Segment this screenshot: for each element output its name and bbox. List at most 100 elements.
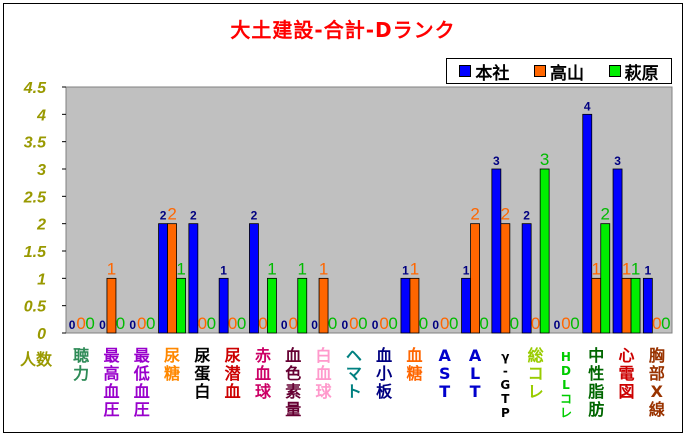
- y-tick-label: 1: [37, 271, 46, 288]
- data-label-0-19: 1: [645, 263, 652, 277]
- data-label-1-14: 2: [501, 205, 510, 224]
- bar-0-15: [521, 223, 532, 334]
- data-label-1-6: 0: [258, 314, 267, 333]
- legend: 本社 高山 萩原: [446, 58, 672, 84]
- x-tick-label-19-char-3: 線: [649, 400, 665, 419]
- data-label-2-16: 0: [570, 314, 579, 333]
- x-tick-label-4-char-1: 蛋: [194, 364, 210, 383]
- data-label-0-12: 0: [432, 318, 439, 332]
- x-tick-label-14-char-3: T: [501, 392, 510, 406]
- data-label-1-3: 2: [167, 205, 176, 224]
- x-tick-label-11-char-0: 血: [406, 346, 422, 365]
- legend-label-takayama: 高山: [549, 63, 584, 84]
- bar-1-14: [500, 223, 511, 334]
- x-tick-label-13-char-2: T: [470, 382, 481, 401]
- data-label-0-4: 2: [190, 209, 197, 223]
- x-tick-label-18-char-0: 心: [619, 346, 635, 365]
- y-tick-label: 2.5: [23, 189, 47, 206]
- data-label-2-1: 0: [116, 314, 125, 333]
- plot-background: [65, 86, 673, 334]
- data-label-1-1: 1: [107, 259, 116, 278]
- bar-2-6: [267, 277, 277, 334]
- x-tick-label-19-char-1: 部: [649, 364, 665, 383]
- y-tick-label: 4.5: [23, 80, 47, 97]
- data-label-1-2: 0: [137, 314, 146, 333]
- data-label-0-15: 2: [523, 209, 530, 223]
- data-label-2-15: 3: [540, 150, 549, 169]
- data-label-1-9: 0: [349, 314, 358, 333]
- data-label-2-5: 0: [237, 314, 246, 333]
- data-label-2-2: 0: [146, 314, 155, 333]
- data-label-0-11: 1: [402, 263, 409, 277]
- data-label-1-15: 0: [531, 314, 540, 333]
- data-label-0-1: 0: [99, 318, 106, 332]
- data-label-1-16: 0: [561, 314, 570, 333]
- data-label-0-17: 4: [584, 99, 591, 113]
- x-tick-label-0-char-1: 力: [73, 364, 89, 383]
- data-label-1-7: 0: [289, 314, 298, 333]
- data-label-2-9: 0: [358, 314, 367, 333]
- y-tick-label: 0.5: [24, 299, 47, 316]
- x-tick-label-19-char-2: X: [651, 382, 664, 401]
- x-tick-label-5-char-0: 尿: [225, 346, 241, 365]
- data-label-1-8: 1: [319, 259, 328, 278]
- bar-2-15: [539, 168, 550, 334]
- x-tick-label-2-char-1: 低: [133, 364, 150, 383]
- data-label-1-11: 1: [410, 259, 419, 278]
- data-label-2-4: 0: [207, 314, 216, 333]
- data-label-0-16: 0: [554, 318, 561, 332]
- data-label-2-19: 0: [661, 314, 670, 333]
- legend-item-hagiwara: 萩原: [608, 59, 659, 84]
- bar-2-17: [600, 223, 611, 334]
- data-label-0-13: 1: [463, 263, 470, 277]
- x-tick-label-8-char-1: 血: [316, 364, 332, 383]
- x-tick-label-9-char-0: ヘ: [346, 346, 362, 365]
- legend-item-takayama: 高山: [533, 59, 584, 84]
- bar-1-8: [318, 277, 329, 334]
- data-label-1-0: 0: [76, 314, 85, 333]
- x-tick-label-5-char-2: 血: [225, 382, 241, 401]
- x-tick-label-5-char-1: 潜: [225, 364, 242, 383]
- x-tick-label-10-char-0: 血: [376, 346, 392, 365]
- data-label-2-6: 1: [267, 259, 276, 278]
- data-label-0-9: 0: [342, 318, 349, 332]
- x-tick-label-7-char-2: 素: [285, 382, 301, 401]
- x-tick-label-2-char-2: 血: [134, 382, 150, 401]
- y-tick-label: 3: [37, 162, 46, 179]
- x-tick-label-1-char-1: 高: [103, 364, 119, 383]
- x-tick-label-4-char-0: 尿: [194, 346, 210, 365]
- bar-0-18: [612, 168, 623, 334]
- x-tick-label-11-char-1: 糖: [406, 364, 422, 383]
- bar-0-19: [642, 277, 653, 334]
- x-tick-label-2-char-3: 圧: [134, 400, 150, 419]
- x-tick-label-15-char-0: 総: [528, 346, 544, 365]
- y-tick-label: 0: [37, 326, 46, 343]
- data-label-2-10: 0: [388, 314, 397, 333]
- data-label-0-14: 3: [493, 154, 500, 168]
- x-tick-label-12-char-0: A: [439, 346, 452, 365]
- x-tick-label-8-char-2: 球: [316, 382, 333, 401]
- data-label-1-13: 2: [470, 205, 479, 224]
- y-tick-label: 4: [36, 107, 46, 124]
- x-tick-label-14-char-4: P: [501, 406, 510, 420]
- data-label-0-5: 1: [220, 263, 227, 277]
- data-label-2-14: 0: [510, 314, 519, 333]
- data-label-0-0: 0: [69, 318, 76, 332]
- bar-1-1: [106, 277, 117, 334]
- x-tick-label-18-char-1: 電: [619, 364, 635, 383]
- data-label-2-18: 1: [631, 259, 640, 278]
- data-label-2-3: 1: [176, 259, 185, 278]
- x-tick-label-16-char-3: コ: [560, 392, 572, 406]
- data-label-0-6: 2: [251, 209, 258, 223]
- y-tick-label: 1.5: [24, 244, 47, 261]
- data-label-1-19: 0: [652, 314, 661, 333]
- x-tick-label-1-char-3: 圧: [103, 400, 119, 419]
- bar-2-7: [297, 277, 308, 334]
- chart-title: 大土建設-合計-Dランク: [230, 18, 456, 42]
- x-tick-label-2-char-0: 最: [134, 346, 151, 365]
- x-tick-label-16-char-1: D: [561, 364, 571, 378]
- x-tick-label-15-char-2: レ: [528, 382, 544, 401]
- x-tick-label-7-char-3: 量: [285, 400, 301, 419]
